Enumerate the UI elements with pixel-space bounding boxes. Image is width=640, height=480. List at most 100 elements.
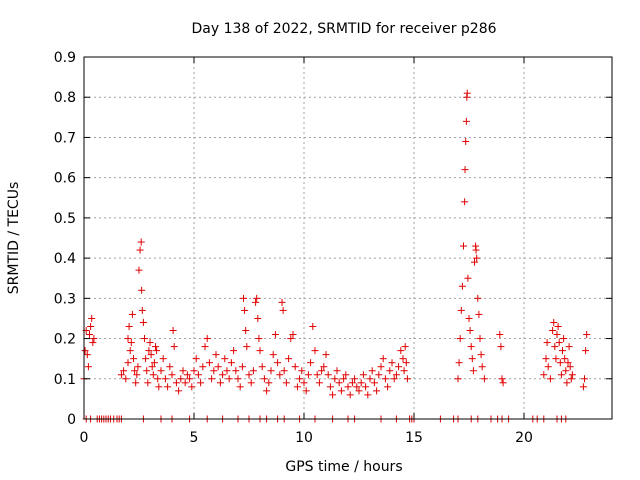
data-point — [142, 355, 150, 363]
data-point — [567, 375, 575, 383]
plot-frame — [83, 56, 613, 420]
data-point — [395, 363, 403, 371]
data-point — [340, 375, 348, 383]
data-point — [155, 383, 163, 391]
data-point — [563, 379, 571, 387]
data-point — [258, 363, 266, 371]
data-point — [201, 343, 209, 351]
data-point — [307, 359, 315, 367]
data-point — [232, 367, 240, 375]
data-point — [263, 387, 271, 395]
data-point — [205, 359, 213, 367]
data-point — [125, 322, 133, 330]
data-point — [552, 355, 560, 363]
data-point — [159, 355, 167, 363]
data-point — [300, 379, 308, 387]
data-point — [390, 375, 398, 383]
x-tick-label: 5 — [190, 430, 199, 446]
data-point — [253, 294, 261, 302]
data-point — [245, 371, 253, 379]
data-point — [192, 355, 200, 363]
data-point — [454, 375, 462, 383]
data-point — [457, 306, 465, 314]
data-point — [153, 347, 161, 355]
data-point — [87, 322, 95, 330]
data-point — [342, 371, 350, 379]
data-point — [473, 254, 481, 262]
data-point — [124, 335, 132, 343]
data-point — [496, 331, 504, 339]
data-point — [386, 367, 394, 375]
data-point — [455, 359, 463, 367]
data-point — [311, 347, 319, 355]
data-point — [177, 375, 185, 383]
y-tick-label: 0.8 — [54, 90, 76, 106]
data-point — [348, 379, 356, 387]
data-point — [476, 335, 484, 343]
data-point — [252, 298, 260, 306]
data-point — [274, 359, 282, 367]
data-point — [553, 331, 561, 339]
data-point — [138, 306, 146, 314]
data-point — [234, 375, 242, 383]
data-point — [357, 379, 365, 387]
data-point — [145, 347, 153, 355]
data-point — [166, 363, 174, 371]
data-point — [241, 306, 249, 314]
y-tick-label: 0.5 — [54, 211, 76, 227]
data-point — [377, 363, 385, 371]
data-point — [550, 318, 558, 326]
data-point — [402, 359, 410, 367]
data-point — [287, 335, 295, 343]
data-point — [464, 274, 472, 282]
data-point — [127, 339, 135, 347]
data-point — [269, 351, 277, 359]
data-point — [230, 347, 238, 355]
data-point — [582, 347, 590, 355]
data-point — [242, 327, 250, 335]
data-point — [475, 310, 483, 318]
data-point — [130, 355, 137, 363]
data-point — [461, 166, 469, 174]
data-point — [146, 339, 154, 347]
data-point — [131, 367, 139, 375]
data-point — [249, 367, 257, 375]
data-point — [359, 371, 367, 379]
data-point — [302, 387, 310, 395]
data-point — [497, 343, 505, 351]
data-point — [199, 363, 207, 371]
data-point — [364, 391, 372, 399]
data-point — [322, 351, 330, 359]
data-point — [267, 367, 275, 375]
data-point — [324, 371, 332, 379]
data-point — [381, 375, 389, 383]
x-tick-label: 10 — [295, 430, 313, 446]
data-point — [309, 322, 317, 330]
data-point — [399, 355, 407, 363]
data-point — [480, 375, 488, 383]
data-point — [280, 367, 288, 375]
data-point — [175, 387, 183, 395]
data-point — [331, 375, 339, 383]
data-point — [557, 371, 565, 379]
data-point — [560, 335, 568, 343]
data-point — [181, 379, 189, 387]
chart-title: Day 138 of 2022, SRMTID for receiver p28… — [191, 21, 496, 37]
data-point — [337, 387, 345, 395]
data-point — [559, 347, 566, 355]
data-point — [326, 383, 334, 391]
data-point — [247, 379, 255, 387]
data-point — [271, 331, 279, 339]
data-point — [456, 335, 464, 343]
data-point — [469, 367, 477, 375]
data-point — [373, 387, 381, 395]
data-point — [379, 355, 387, 363]
data-point — [384, 383, 392, 391]
data-point — [465, 314, 473, 322]
x-axis-label: GPS time / hours — [285, 459, 402, 475]
data-point — [583, 331, 591, 339]
data-point — [148, 363, 156, 371]
data-point — [579, 383, 587, 391]
data-point — [460, 242, 467, 250]
